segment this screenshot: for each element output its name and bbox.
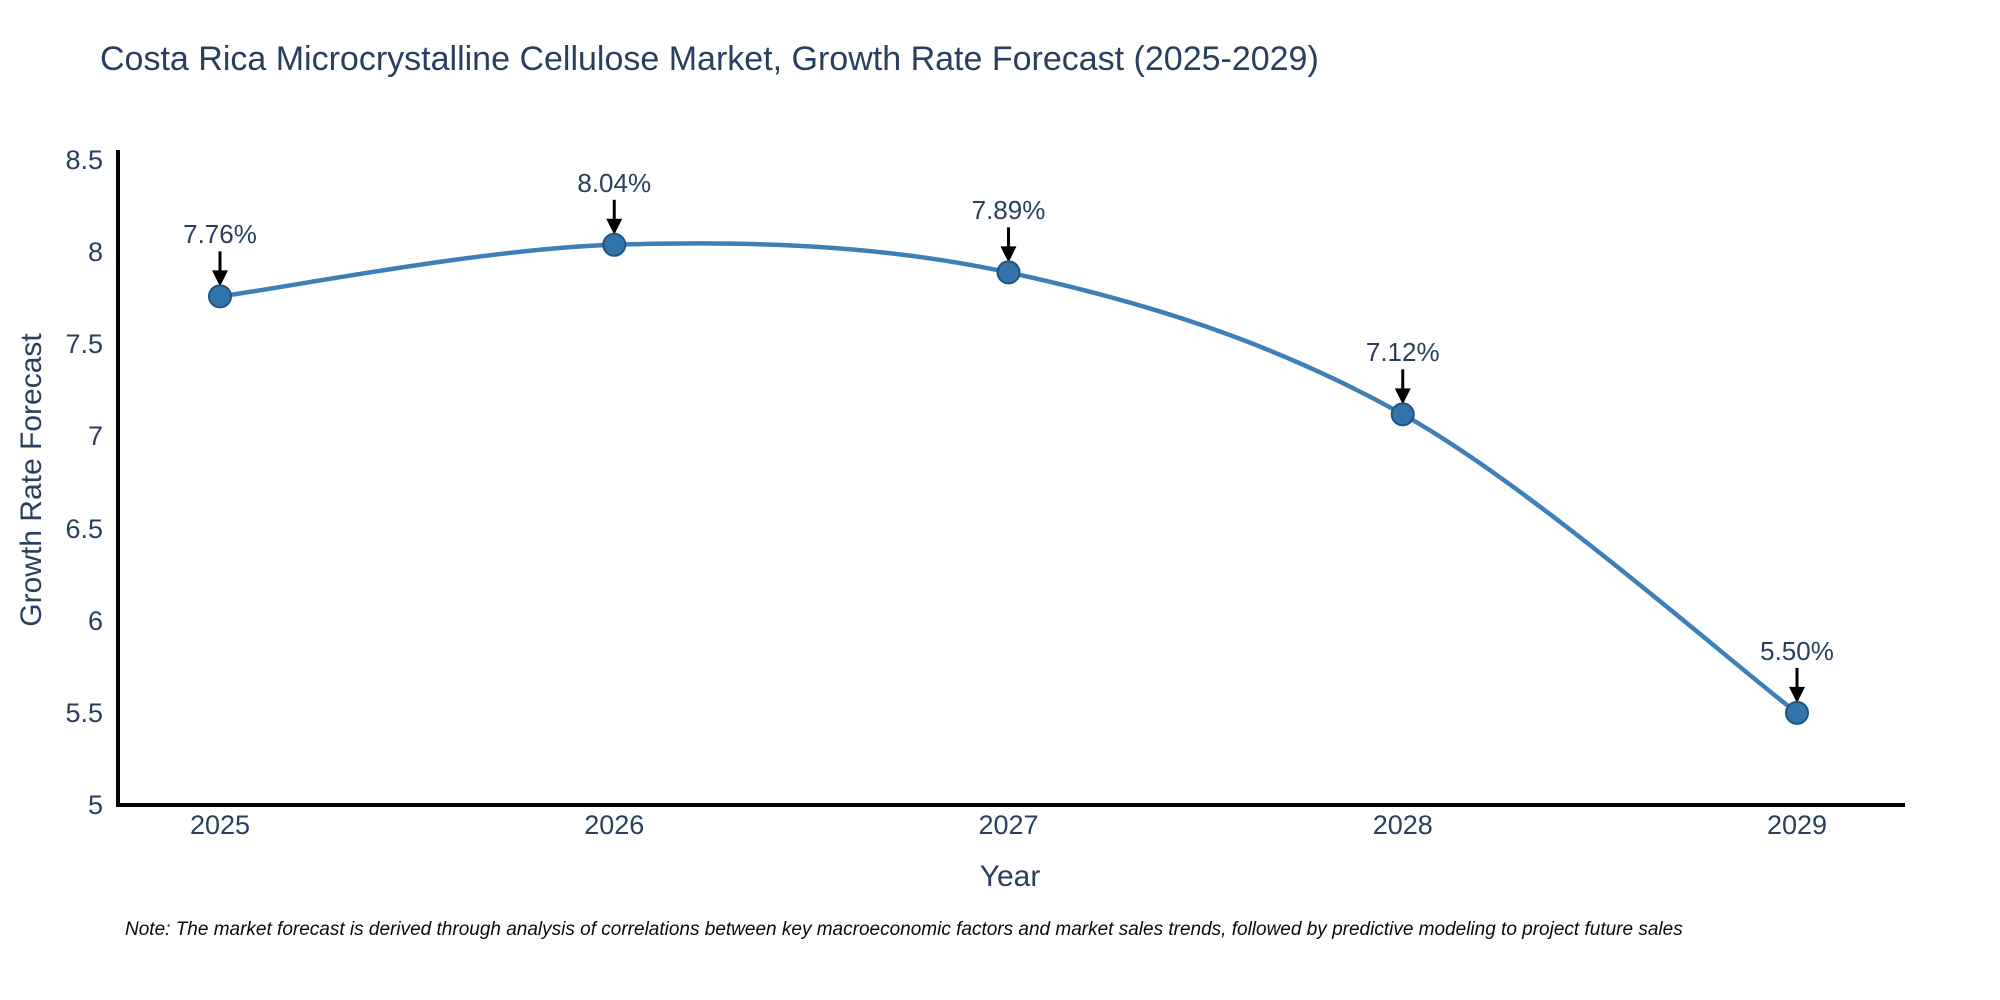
y-tick-label-8.5: 8.5 <box>65 145 103 175</box>
forecast-line <box>217 241 1800 716</box>
point-annotation-2026: 8.04% <box>577 167 652 198</box>
annotation-arrowhead-icon <box>606 218 623 235</box>
annotation-arrowhead-icon <box>1394 388 1411 405</box>
point-annotation-2028: 7.12% <box>1365 337 1440 368</box>
y-tick-label-7.5: 7.5 <box>65 329 103 360</box>
x-tick-label-2027: 2027 <box>978 810 1039 840</box>
y-tick-label-8: 8 <box>87 237 103 268</box>
chart-title: Costa Rica Microcrystalline Cellulose Ma… <box>100 40 1319 78</box>
data-point-2025[interactable] <box>208 284 232 309</box>
point-annotation-2029: 5.50% <box>1760 635 1834 666</box>
data-point-2029[interactable] <box>1785 700 1809 725</box>
data-point-2026[interactable] <box>602 232 627 257</box>
point-annotation-2025: 7.76% <box>183 219 257 250</box>
x-tick-label-2028: 2028 <box>1372 810 1433 840</box>
x-axis-title: Year <box>979 860 1041 893</box>
data-point-2028[interactable] <box>1390 402 1415 427</box>
footnote-text: Note: The market forecast is derived thr… <box>125 919 1683 940</box>
point-annotation-2027: 7.89% <box>971 195 1046 226</box>
y-tick-label-5: 5 <box>87 790 103 820</box>
data-point-2027[interactable] <box>996 260 1021 285</box>
x-tick-label-2029: 2029 <box>1766 810 1828 840</box>
annotation-arrowhead-icon <box>212 270 228 287</box>
y-tick-label-5.5: 5.5 <box>65 697 103 728</box>
y-tick-label-6.5: 6.5 <box>65 513 103 544</box>
y-tick-label-7: 7 <box>87 421 103 452</box>
x-tick-label-2026: 2026 <box>584 810 645 840</box>
y-tick-label-6: 6 <box>87 605 103 636</box>
annotation-arrowhead-icon <box>1000 246 1017 263</box>
x-tick-label-2025: 2025 <box>189 810 251 840</box>
annotation-arrowhead-icon <box>1789 686 1805 703</box>
